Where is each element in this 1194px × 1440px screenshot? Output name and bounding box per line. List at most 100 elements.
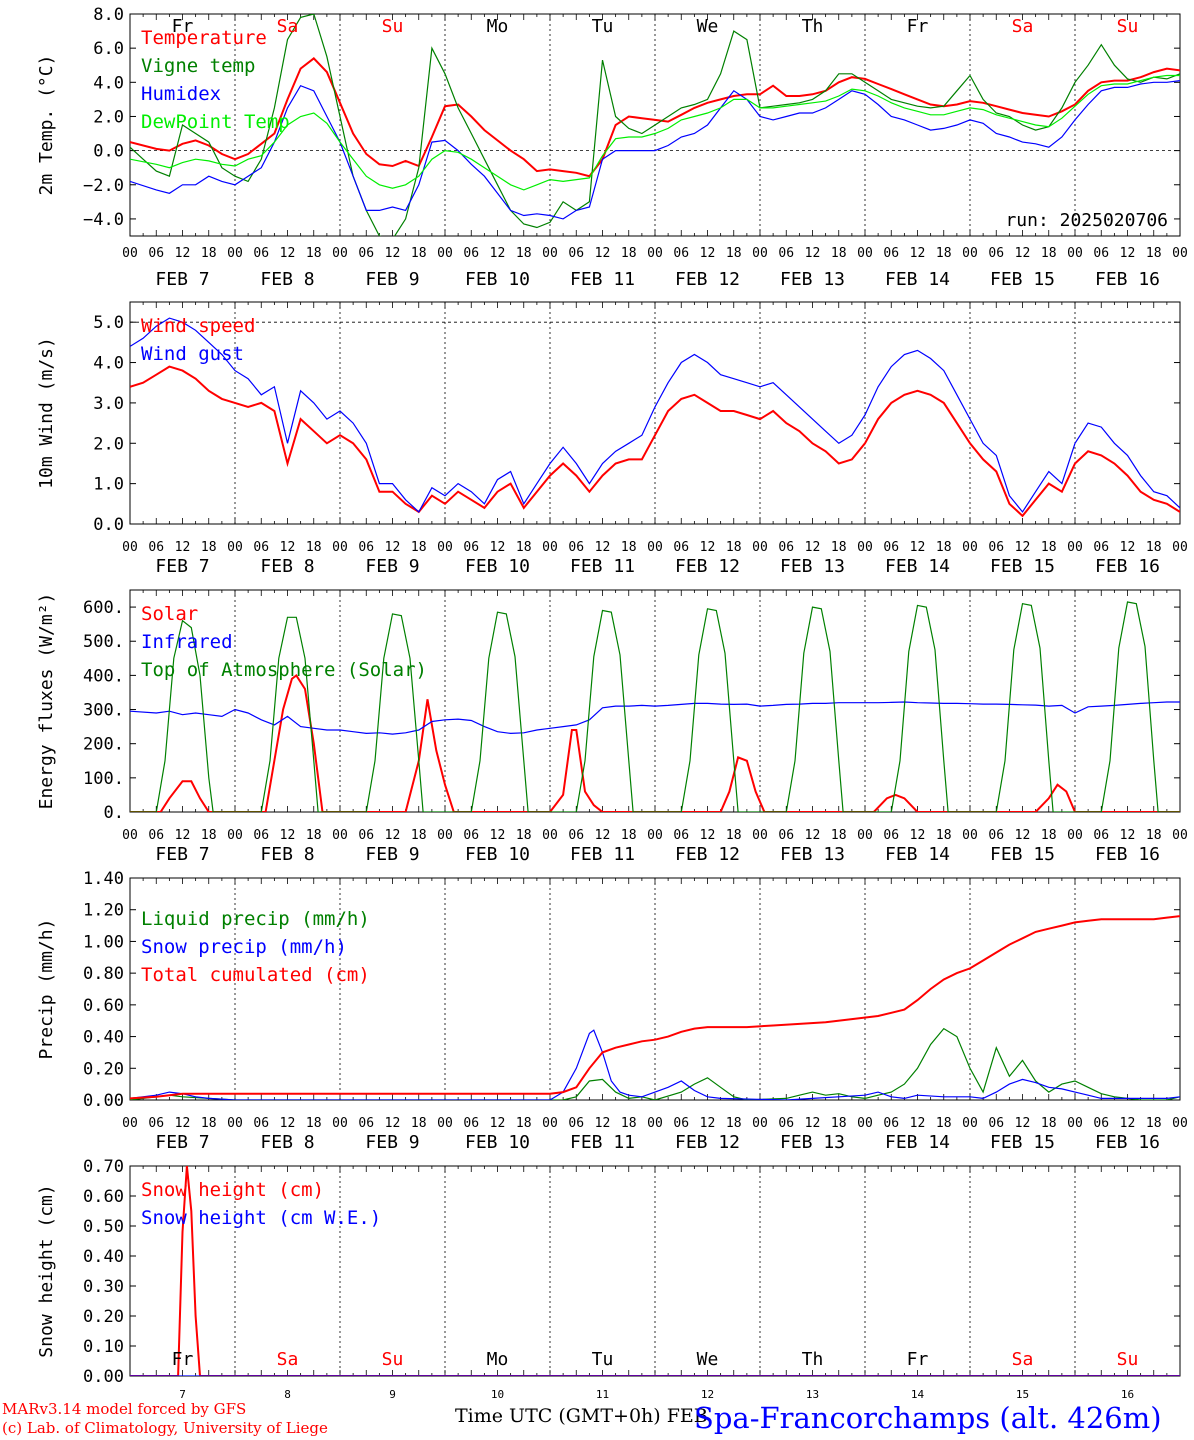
legend-entry: Wind speed bbox=[141, 315, 255, 337]
hour-tick-label: 00 bbox=[857, 828, 873, 843]
hour-tick-label: 12 bbox=[1120, 1116, 1136, 1131]
day-label: FEB 10 bbox=[465, 1132, 530, 1153]
weekday-label: Th bbox=[802, 16, 824, 37]
legend-entry: Vigne temp bbox=[141, 55, 255, 77]
y-tick-label: 0.40 bbox=[83, 1247, 124, 1267]
hour-tick-label: 18 bbox=[726, 540, 742, 555]
hour-tick-label: 12 bbox=[805, 1116, 821, 1131]
hour-tick-label: 12 bbox=[700, 1116, 716, 1131]
y-tick-label: 0.80 bbox=[83, 964, 124, 984]
hour-tick-label: 06 bbox=[463, 246, 479, 261]
hour-tick-label: 06 bbox=[253, 828, 269, 843]
weekday-label: We bbox=[697, 1349, 719, 1370]
weekday-label: Su bbox=[382, 1349, 404, 1370]
y-tick-label: 1.40 bbox=[83, 869, 124, 889]
hour-tick-label: 00 bbox=[227, 246, 243, 261]
hour-tick-label: 06 bbox=[988, 1116, 1004, 1131]
hour-tick-label: 06 bbox=[358, 246, 374, 261]
hour-tick-label: 06 bbox=[1093, 828, 1109, 843]
hour-tick-label: 00 bbox=[962, 540, 978, 555]
hour-tick-label: 18 bbox=[1041, 540, 1057, 555]
y-tick-label: 200. bbox=[83, 735, 124, 755]
hour-tick-label: 18 bbox=[306, 246, 322, 261]
y-tick-label: 8.0 bbox=[93, 5, 124, 25]
hour-tick-label: 00 bbox=[122, 540, 138, 555]
legend-entry: Solar bbox=[141, 603, 198, 625]
hour-tick-label: 00 bbox=[1067, 1116, 1083, 1131]
weekday-label: Su bbox=[382, 16, 404, 37]
hour-tick-label: 06 bbox=[673, 1116, 689, 1131]
series-line-snow-height-cm- bbox=[130, 1166, 1180, 1376]
hour-tick-label: 18 bbox=[831, 1116, 847, 1131]
series-line-snow-precip-mm-h- bbox=[130, 1029, 1180, 1100]
hour-tick-label: 06 bbox=[1093, 540, 1109, 555]
hour-tick-label: 12 bbox=[595, 1116, 611, 1131]
hour-tick-label: 00 bbox=[437, 540, 453, 555]
day-label: FEB 16 bbox=[1095, 556, 1160, 577]
hour-tick-label: 12 bbox=[175, 1116, 191, 1131]
weekday-label: Tu bbox=[592, 1349, 614, 1370]
y-tick-label: 400. bbox=[83, 666, 124, 686]
hour-tick-label: 00 bbox=[1172, 828, 1188, 843]
y-tick-label: 5.0 bbox=[93, 313, 124, 333]
hour-tick-label: 12 bbox=[1120, 540, 1136, 555]
hour-tick-label: 12 bbox=[910, 246, 926, 261]
hour-tick-label: 00 bbox=[752, 828, 768, 843]
day-label: FEB 12 bbox=[675, 1132, 740, 1153]
hour-tick-label: 12 bbox=[175, 540, 191, 555]
day-number-label: 10 bbox=[491, 1388, 504, 1401]
day-label: FEB 11 bbox=[570, 269, 635, 290]
y-tick-label: 0. bbox=[104, 803, 124, 823]
hour-tick-label: 12 bbox=[490, 1116, 506, 1131]
hour-tick-label: 00 bbox=[437, 828, 453, 843]
day-label: FEB 15 bbox=[990, 269, 1055, 290]
hour-tick-label: 18 bbox=[726, 1116, 742, 1131]
series-line-wind-gust bbox=[130, 317, 1180, 513]
hour-tick-label: 00 bbox=[122, 828, 138, 843]
hour-tick-label: 12 bbox=[910, 828, 926, 843]
y-tick-label: 0.00 bbox=[83, 1091, 124, 1111]
y-tick-label: 2.0 bbox=[93, 107, 124, 127]
hour-tick-label: 00 bbox=[437, 246, 453, 261]
day-label: FEB 12 bbox=[675, 556, 740, 577]
hour-tick-label: 18 bbox=[201, 828, 217, 843]
hour-tick-label: 06 bbox=[673, 540, 689, 555]
hour-tick-label: 00 bbox=[1067, 246, 1083, 261]
hour-tick-label: 12 bbox=[700, 246, 716, 261]
hour-tick-label: 06 bbox=[883, 246, 899, 261]
hour-tick-label: 18 bbox=[411, 1116, 427, 1131]
day-label: FEB 9 bbox=[365, 556, 419, 577]
day-label: FEB 12 bbox=[675, 844, 740, 865]
hour-tick-label: 00 bbox=[647, 540, 663, 555]
day-label: FEB 11 bbox=[570, 844, 635, 865]
day-label: FEB 15 bbox=[990, 1132, 1055, 1153]
hour-tick-label: 18 bbox=[936, 828, 952, 843]
hour-tick-label: 00 bbox=[122, 1116, 138, 1131]
hour-tick-label: 12 bbox=[805, 540, 821, 555]
hour-tick-label: 06 bbox=[988, 540, 1004, 555]
hour-tick-label: 06 bbox=[463, 1116, 479, 1131]
station-name: Spa-Francorchamps (alt. 426m) bbox=[694, 1401, 1162, 1435]
hour-tick-label: 12 bbox=[1015, 246, 1031, 261]
hour-tick-label: 06 bbox=[883, 540, 899, 555]
y-tick-label: −2.0 bbox=[83, 176, 124, 196]
hour-tick-label: 00 bbox=[857, 540, 873, 555]
day-number-label: 15 bbox=[1016, 1388, 1029, 1401]
day-label: FEB 14 bbox=[885, 844, 950, 865]
day-number-label: 14 bbox=[911, 1388, 925, 1401]
day-label: FEB 15 bbox=[990, 556, 1055, 577]
hour-tick-label: 00 bbox=[962, 1116, 978, 1131]
series-line-vigne-temp bbox=[130, 14, 1180, 236]
panel-4: 1.40 1.20 1.00 0.80 0.60 0.40 0.20 0.00 Precip (… bbox=[36, 869, 1188, 1153]
day-number-label: 8 bbox=[284, 1388, 291, 1401]
hour-tick-label: 00 bbox=[227, 1116, 243, 1131]
hour-tick-label: 18 bbox=[306, 540, 322, 555]
hour-tick-label: 12 bbox=[385, 540, 401, 555]
hour-tick-label: 12 bbox=[280, 246, 296, 261]
day-label: FEB 16 bbox=[1095, 844, 1160, 865]
hour-tick-label: 18 bbox=[1146, 828, 1162, 843]
hour-tick-label: 18 bbox=[516, 1116, 532, 1131]
hour-tick-label: 00 bbox=[857, 1116, 873, 1131]
day-number-label: 12 bbox=[701, 1388, 714, 1401]
model-credit: MARv3.14 model forced by GFS bbox=[2, 1400, 247, 1418]
